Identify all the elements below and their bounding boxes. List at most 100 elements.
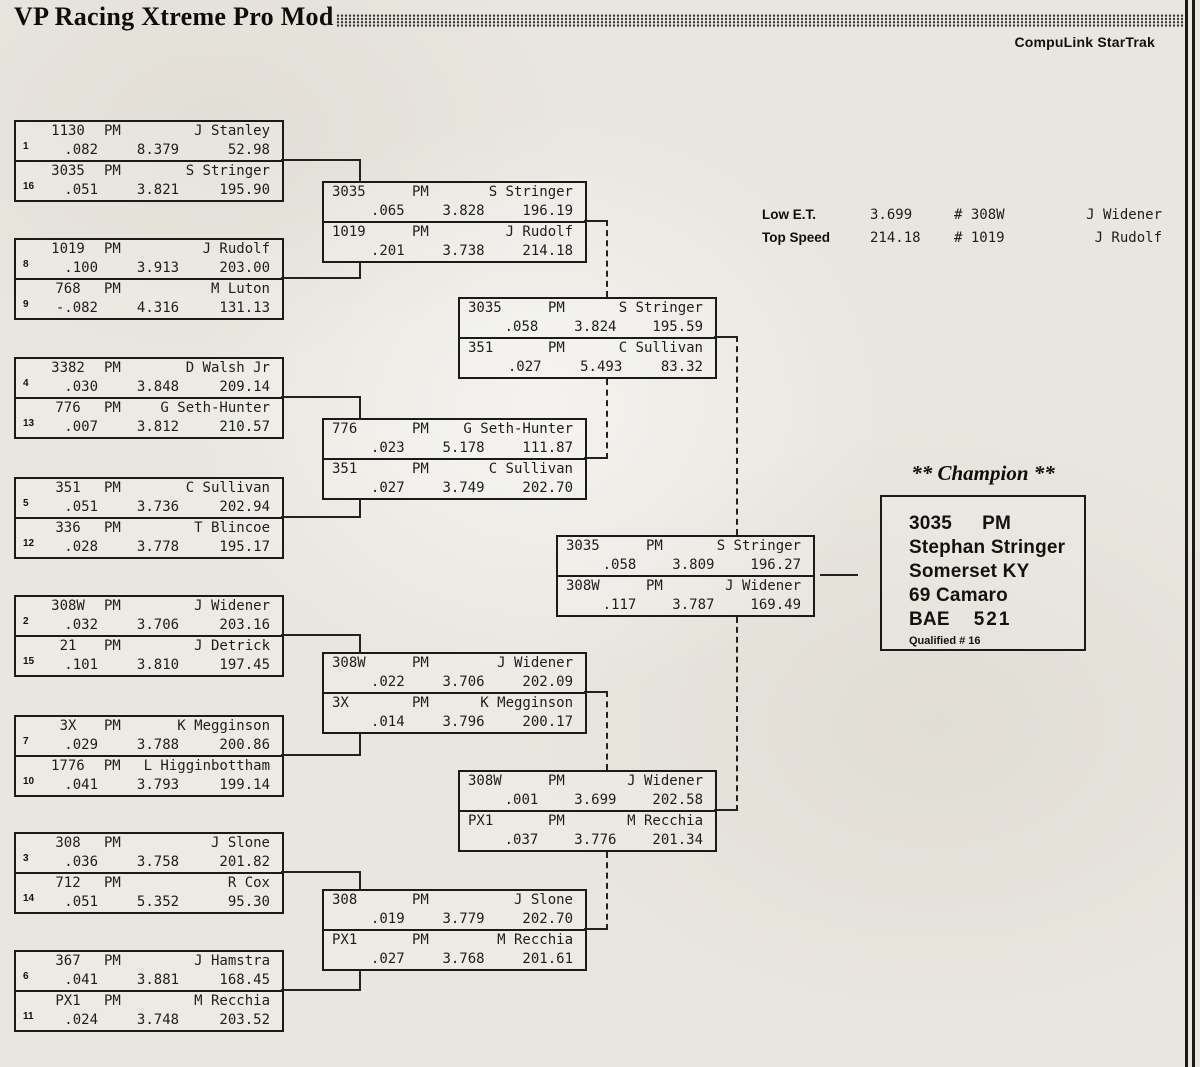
entry-id-line: 351 PM C Sullivan [324, 460, 585, 479]
entry-speed: 95.30 [227, 894, 270, 910]
entry-reaction-time: .041 [64, 777, 98, 793]
bracket-connector-line [359, 396, 361, 420]
entry-car-number: 3X [332, 695, 349, 711]
match-entry: 3035 PM S Stringer .065 3.828 196.19 [324, 183, 585, 221]
entry-id-line: 3035 PM S Stringer [558, 537, 813, 556]
champion-hometown: Somerset KY [909, 561, 1030, 582]
bracket-connector-line [359, 733, 361, 756]
match-entry: 308W PM J Widener 2 .032 3.706 203.16 [16, 597, 282, 635]
entry-driver: S Stringer [716, 538, 801, 554]
entry-speed: 203.00 [219, 260, 270, 276]
entry-car-number: 308 [55, 835, 81, 851]
entry-elapsed-time: 3.796 [442, 714, 485, 730]
entry-seed: 7 [23, 736, 29, 747]
entry-class: PM [104, 953, 121, 969]
entry-reaction-time: .051 [64, 182, 98, 198]
entry-driver: K Megginson [480, 695, 573, 711]
entry-times-line: 12 .028 3.778 195.17 [16, 538, 282, 557]
entry-id-line: 1019 PM J Rudolf [324, 223, 585, 242]
entry-times-line: 7 .029 3.788 200.86 [16, 736, 282, 755]
entry-times-line: 6 .041 3.881 168.45 [16, 971, 282, 990]
entry-seed [558, 596, 583, 615]
entry-speed: 200.86 [219, 737, 270, 753]
entry-times-line: 4 .030 3.848 209.14 [16, 378, 282, 397]
entry-id-line: 776 PM G Seth-Hunter [324, 420, 585, 439]
bracket-connector-dashed [606, 852, 608, 930]
match-entry: 336 PM T Blincoe 12 .028 3.778 195.17 [16, 517, 282, 557]
entry-car-number: 308W [468, 773, 502, 789]
match-entry: 768 PM M Luton 9 -.082 4.316 131.13 [16, 278, 282, 318]
entry-reaction-time: .027 [507, 359, 542, 375]
entry-driver: M Luton [210, 281, 270, 297]
entry-times-line: 1 .082 8.379 52.98 [16, 141, 282, 160]
entry-elapsed-time: 5.352 [136, 894, 180, 910]
match-entry: 1019 PM J Rudolf 8 .100 3.913 203.00 [16, 240, 282, 278]
entry-driver: C Sullivan [488, 461, 573, 477]
entry-class: PM [412, 695, 429, 711]
entry-seed: 2 [23, 616, 29, 627]
match-entry: 308W PM J Widener .001 3.699 202.58 [460, 772, 715, 810]
entry-times-line: .058 3.809 196.27 [558, 556, 813, 575]
bracket-connector-dashed [606, 220, 608, 297]
entry-elapsed-time: 3.778 [136, 539, 180, 555]
entry-elapsed-time: 5.493 [580, 359, 623, 375]
entry-elapsed-time: 3.848 [136, 379, 180, 395]
entry-speed: 196.27 [750, 557, 801, 573]
entry-reaction-time: .027 [370, 480, 405, 496]
low-et-label: Low E.T. [762, 207, 816, 222]
match-entry: 3X PM K Megginson 7 .029 3.788 200.86 [16, 717, 282, 755]
entry-car-number: 351 [332, 461, 358, 477]
entry-reaction-time: .022 [370, 674, 405, 690]
entry-driver: G Seth-Hunter [160, 400, 270, 416]
entry-reaction-time: .019 [370, 911, 405, 927]
entry-speed: 201.34 [652, 832, 703, 848]
entry-speed: 201.82 [219, 854, 270, 870]
entry-times-line: 10 .041 3.793 199.14 [16, 776, 282, 795]
entry-reaction-time: .030 [64, 379, 98, 395]
bracket-connector-dashed [606, 379, 608, 459]
entry-speed: 195.17 [219, 539, 270, 555]
entry-reaction-time: .032 [64, 617, 98, 633]
entry-times-line: .201 3.738 214.18 [324, 242, 585, 261]
bracket-connector-line [584, 457, 608, 459]
match-entry: 308W PM J Widener .022 3.706 202.09 [324, 654, 585, 692]
entry-car-number: PX1 [332, 932, 358, 948]
match-entry: 1130 PM J Stanley 1 .082 8.379 52.98 [16, 122, 282, 160]
entry-car-number: 776 [332, 421, 358, 437]
entry-elapsed-time: 8.379 [136, 142, 180, 158]
entry-id-line: PX1 PM M Recchia [460, 812, 715, 831]
match-entry: 712 PM R Cox 14 .051 5.352 95.30 [16, 872, 282, 912]
bracket-connector-line [359, 262, 361, 279]
match-box-round2-1: 3035 PM S Stringer .065 3.828 196.19 1019 PM J… [322, 181, 587, 263]
match-entry: 1019 PM J Rudolf .201 3.738 214.18 [324, 221, 585, 261]
match-box-round2-2: 776 PM G Seth-Hunter .023 5.178 111.87 351 PM… [322, 418, 587, 500]
entry-seed: 3 [23, 853, 29, 864]
page-edge-line-outer [1185, 0, 1188, 1067]
entry-seed [324, 713, 350, 732]
entry-class: PM [412, 224, 429, 240]
entry-car-number: 3035 [332, 184, 366, 200]
entry-reaction-time: .058 [504, 319, 539, 335]
entry-car-number: 336 [55, 520, 81, 536]
top-speed-value: 214.18 [870, 230, 921, 246]
bracket-connector-line [714, 336, 738, 338]
entry-times-line: .001 3.699 202.58 [460, 791, 715, 810]
entry-reaction-time: .201 [370, 243, 405, 259]
entry-class: PM [104, 598, 121, 614]
entry-seed [324, 439, 350, 458]
match-entry: PX1 PM M Recchia 11 .024 3.748 203.52 [16, 990, 282, 1030]
entry-times-line: 8 .100 3.913 203.00 [16, 259, 282, 278]
entry-class: PM [412, 421, 429, 437]
entry-seed [324, 479, 350, 498]
match-entry: 776 PM G Seth-Hunter .023 5.178 111.87 [324, 420, 585, 458]
entry-car-number: 3035 [566, 538, 600, 554]
match-entry: 351 PM C Sullivan 5 .051 3.736 202.94 [16, 479, 282, 517]
champion-qualified: Qualified # 16 [909, 635, 981, 647]
entry-class: PM [548, 773, 565, 789]
entry-id-line: 308W PM J Widener [558, 577, 813, 596]
entry-class: PM [104, 520, 121, 536]
champion-engine-line: BAE 521 [909, 608, 1084, 632]
entry-seed [460, 791, 485, 810]
entry-elapsed-time: 3.738 [442, 243, 485, 259]
champion-vehicle: 69 Camaro [909, 585, 1008, 606]
